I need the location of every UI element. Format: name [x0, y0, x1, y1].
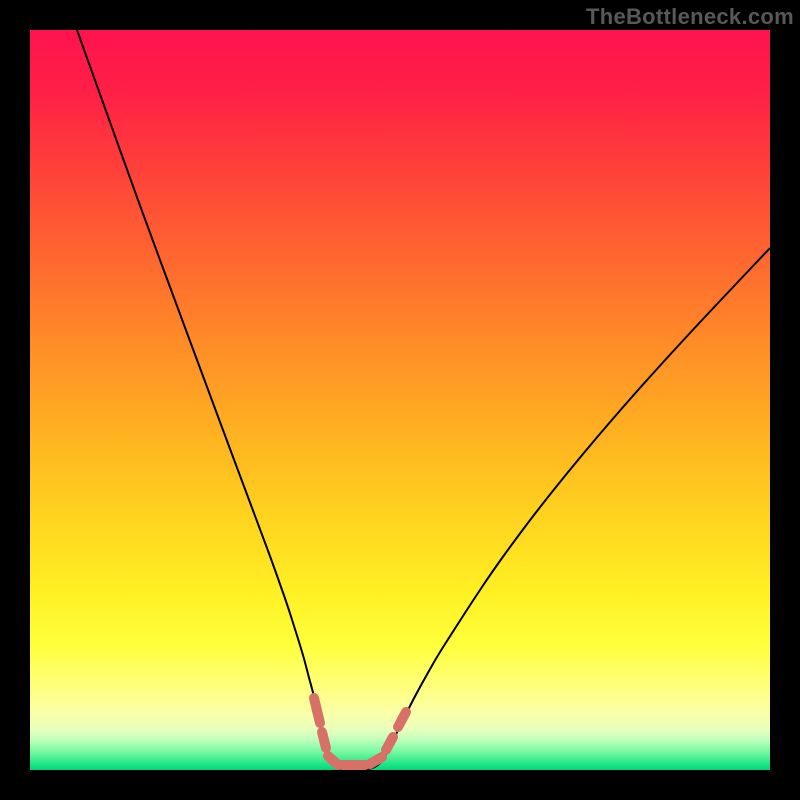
- curve-marker: [386, 737, 393, 750]
- watermark-text: TheBottleneck.com: [586, 4, 794, 30]
- chart-background: [30, 30, 770, 770]
- curve-marker: [370, 757, 382, 764]
- curve-marker: [322, 732, 326, 748]
- curve-marker: [328, 756, 338, 765]
- curve-marker: [314, 698, 320, 723]
- chart-frame: TheBottleneck.com: [0, 0, 800, 800]
- curve-marker: [398, 712, 406, 727]
- chart-svg: [30, 30, 770, 770]
- plot-area: [30, 30, 770, 770]
